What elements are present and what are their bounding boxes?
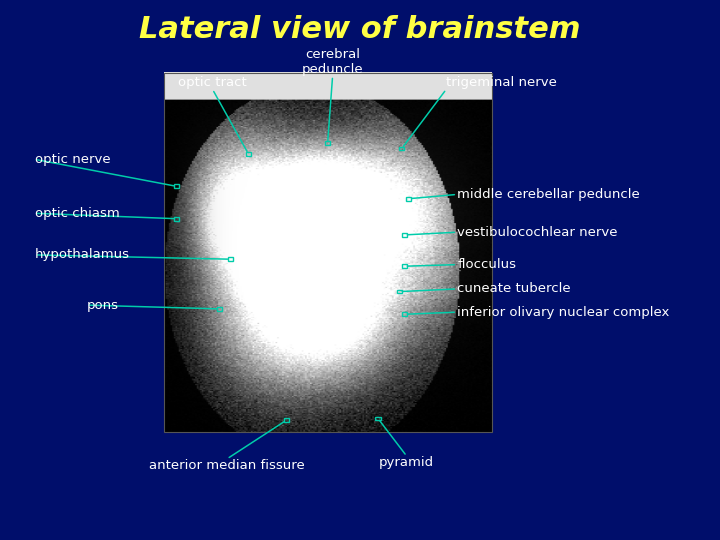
Text: vestibulocochlear nerve: vestibulocochlear nerve — [457, 226, 618, 239]
Text: optic nerve: optic nerve — [35, 153, 110, 166]
Text: inferior olivary nuclear complex: inferior olivary nuclear complex — [457, 306, 670, 319]
Bar — [400, 146, 405, 150]
Bar — [174, 184, 179, 188]
Bar — [406, 197, 412, 200]
Text: pons: pons — [86, 299, 118, 312]
Bar — [397, 289, 402, 294]
Text: cuneate tubercle: cuneate tubercle — [457, 282, 571, 295]
Bar — [325, 141, 330, 145]
Text: flocculus: flocculus — [457, 258, 516, 271]
Text: Lateral view of brainstem: Lateral view of brainstem — [139, 15, 581, 44]
Text: cerebral
peduncle: cerebral peduncle — [302, 48, 364, 76]
Text: trigeminal nerve: trigeminal nerve — [446, 76, 557, 89]
Bar — [228, 257, 233, 261]
Text: optic chiasm: optic chiasm — [35, 207, 120, 220]
Bar — [284, 418, 289, 422]
Bar — [376, 417, 381, 420]
Text: middle cerebellar peduncle: middle cerebellar peduncle — [457, 188, 640, 201]
Bar — [164, 73, 492, 432]
Bar — [217, 307, 222, 310]
Text: optic tract: optic tract — [178, 76, 247, 89]
Bar — [402, 264, 408, 268]
Text: hypothalamus: hypothalamus — [35, 248, 130, 261]
Bar — [402, 312, 408, 316]
Text: anterior median fissure: anterior median fissure — [149, 459, 305, 472]
Bar — [174, 217, 179, 220]
Bar — [246, 152, 251, 156]
Text: pyramid: pyramid — [379, 456, 434, 469]
Bar — [402, 233, 408, 237]
